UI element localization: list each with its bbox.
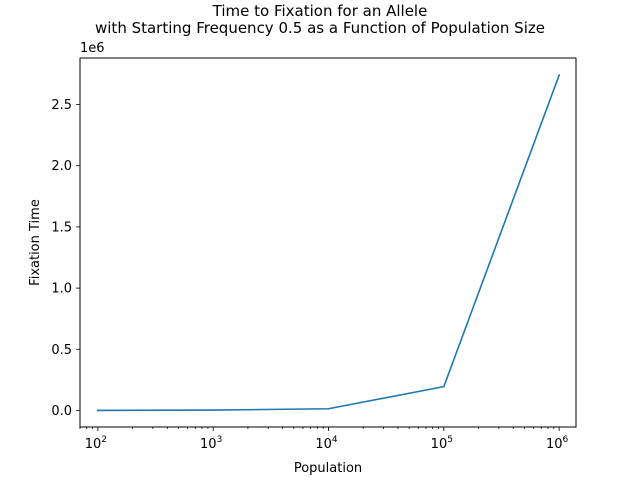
chart-title-line-1: Time to Fixation for an Allele [212, 2, 428, 20]
data-point [212, 409, 214, 411]
chart-title-line-2: with Starting Frequency 0.5 as a Functio… [95, 19, 545, 37]
data-point [558, 74, 560, 76]
x-tick-label: 103 [200, 435, 222, 452]
y-offset-label: 1e6 [80, 41, 105, 56]
y-tick-label: 0.5 [51, 343, 72, 358]
data-point [97, 409, 99, 412]
x-tick-label: 102 [85, 435, 107, 452]
x-tick-label: 105 [431, 435, 453, 452]
y-tick-label: 0.0 [51, 404, 72, 419]
series-line [97, 74, 561, 412]
series-layer [97, 74, 561, 412]
x-axis-label: Population [294, 461, 362, 476]
x-tick-label: 106 [546, 435, 569, 452]
y-tick-label: 1.0 [51, 282, 72, 297]
y-tick-label: 2.5 [51, 98, 72, 113]
data-point [327, 407, 330, 410]
x-tick-label: 104 [315, 435, 338, 452]
data-point [443, 385, 445, 388]
y-tick-label: 1.5 [51, 220, 72, 235]
ticks-layer: 102 103 104 105 106 0.0 0.5 1.0 1.5 2.0 2.5 [51, 98, 568, 452]
y-axis-label: Fixation Time [28, 199, 43, 286]
plot-frame [79, 57, 577, 428]
y-tick-label: 2.0 [51, 159, 72, 174]
